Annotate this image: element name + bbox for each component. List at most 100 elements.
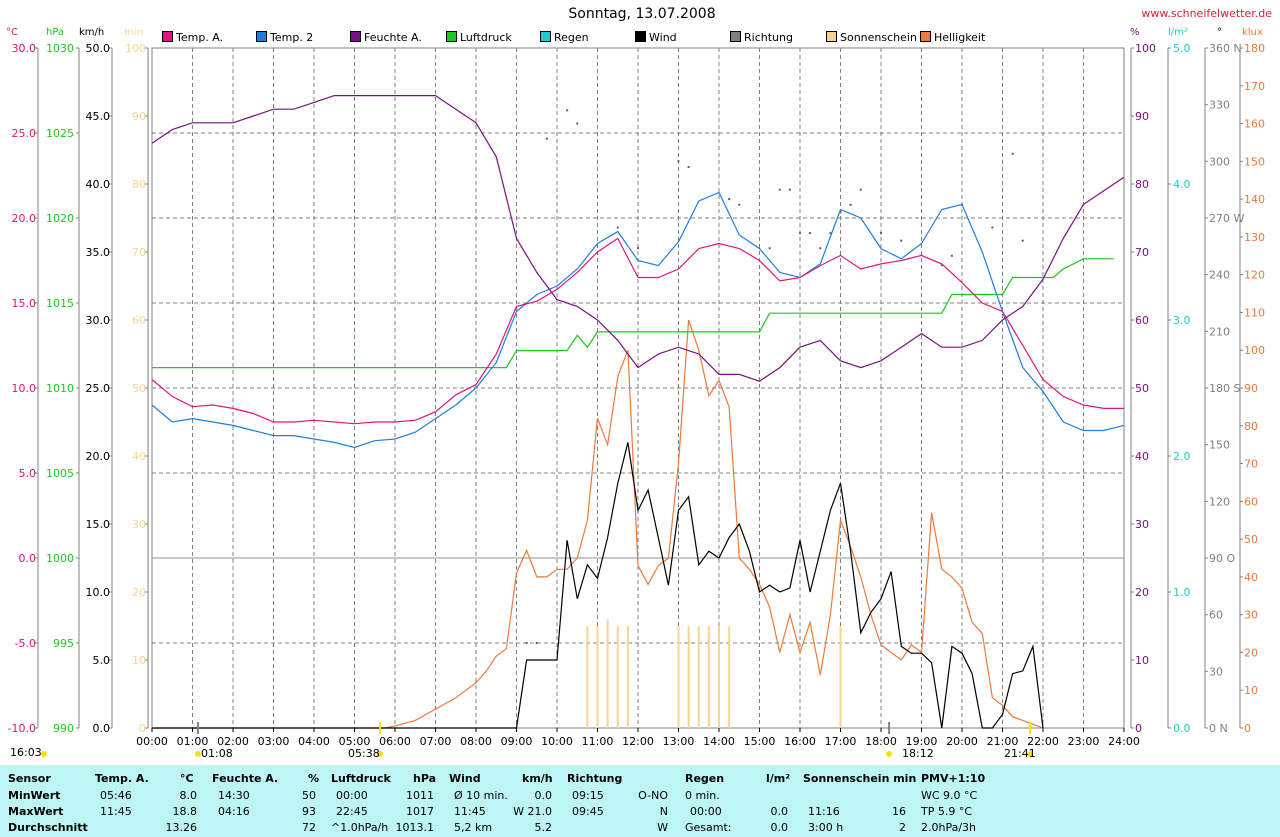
x-tick-label: 09:00	[501, 735, 533, 748]
direction-point	[576, 122, 579, 125]
x-tick-label: 00:00	[136, 735, 168, 748]
stats-row-label: Durchschnitt	[8, 821, 88, 834]
wind-tick-label: 0.0	[93, 722, 111, 735]
direction-point	[940, 264, 943, 267]
wind-tick-label: 40.0	[86, 178, 111, 191]
light-tick-label: 80	[1244, 420, 1258, 433]
stats-cell: 1013.1	[395, 821, 435, 834]
stats-header-temp-unit: °C	[180, 772, 194, 785]
stats-cell: 0.0	[770, 821, 789, 834]
sunset-marker: 21:41	[1004, 747, 1036, 760]
wind-tick-label: 15.0	[86, 518, 111, 531]
legend-item-brightness[interactable]: Helligkeit	[920, 31, 985, 44]
stats-cell: 8.0	[179, 789, 198, 802]
stats-cell: Ø 10 min.	[454, 789, 508, 802]
stats-cell: 09:15	[572, 789, 604, 802]
sun-moon-dot	[377, 751, 384, 757]
wind-tick-label: 10.0	[86, 586, 111, 599]
moonset-marker: 18:12	[902, 747, 934, 760]
legend-item-pressure[interactable]: Luftdruck	[446, 31, 512, 44]
stats-cell: 0.0	[534, 789, 553, 802]
direction-point	[677, 160, 680, 163]
stats-cell: 16	[892, 805, 906, 818]
direction-point	[535, 642, 538, 644]
stats-cell: 22:45	[336, 805, 368, 818]
rain-tick-label: 1.0	[1173, 586, 1191, 599]
stats-cell: 05:46	[100, 789, 132, 802]
rain-tick-label: 3.0	[1173, 314, 1191, 327]
x-tick-label: 14:00	[703, 735, 735, 748]
legend-swatch	[635, 31, 646, 42]
direction-point	[849, 203, 852, 206]
x-tick-label: 10:00	[541, 735, 573, 748]
temp-unit-header: °C	[6, 27, 18, 38]
temp-tick-label: 15.0	[12, 297, 37, 310]
direction-point	[616, 226, 619, 229]
stats-cell: W 21.0	[513, 805, 552, 818]
legend-item-temp-2[interactable]: Temp. 2	[256, 31, 313, 44]
pressure-tick-label: 995	[53, 637, 74, 650]
stats-cell: 00:00	[336, 789, 368, 802]
stats-cell: 2.0hPa/3h	[921, 821, 977, 834]
sun-tick-label: 20	[132, 586, 146, 599]
light-tick-label: 110	[1244, 306, 1265, 319]
direction-point	[900, 239, 903, 242]
stats-cell: TP 5.9 °C	[921, 805, 973, 818]
legend-item-wind[interactable]: Wind	[635, 31, 677, 44]
sun-tick-label: 0	[139, 722, 146, 735]
wind-tick-label: 50.0	[86, 42, 111, 55]
time-marker-left: 16:03	[10, 746, 42, 759]
direction-unit-header: °	[1217, 27, 1222, 38]
light-tick-label: 60	[1244, 495, 1258, 508]
light-tick-label: 140	[1244, 193, 1265, 206]
direction-tick-label: 180 S	[1209, 382, 1240, 395]
x-tick-label: 12:00	[622, 735, 654, 748]
light-tick-label: 20	[1244, 646, 1258, 659]
direction-tick-label: 0 N	[1209, 722, 1228, 735]
x-tick-label: 03:00	[258, 735, 290, 748]
legend-item-sunshine[interactable]: Sonnenschein	[826, 31, 917, 44]
temp-tick-label: 20.0	[12, 212, 37, 225]
temp-tick-label: 0.0	[19, 552, 37, 565]
sunrise-marker: 05:38	[348, 747, 380, 760]
x-tick-label: 08:00	[460, 735, 492, 748]
stats-cell: 93	[302, 805, 316, 818]
rain-tick-label: 4.0	[1173, 178, 1191, 191]
direction-point	[819, 247, 822, 250]
x-tick-label: 04:00	[298, 735, 330, 748]
temp-tick-label: 30.0	[12, 42, 37, 55]
stats-cell: 1011	[406, 789, 434, 802]
light-tick-label: 120	[1244, 269, 1265, 282]
legend-item-humidity[interactable]: Feuchte A.	[350, 31, 422, 44]
sun-tick-label: 80	[132, 178, 146, 191]
legend-swatch	[920, 31, 931, 42]
sun-moon-dot	[41, 751, 47, 757]
stats-cell: 2	[899, 821, 906, 834]
rain-tick-label: 0.0	[1173, 722, 1191, 735]
legend-item-rain[interactable]: Regen	[540, 31, 589, 44]
pressure-tick-label: 1025	[46, 127, 74, 140]
pressure-tick-label: 1000	[46, 552, 74, 565]
stats-cell: 1017	[406, 805, 434, 818]
x-tick-label: 22:00	[1027, 735, 1059, 748]
legend-swatch	[256, 31, 267, 42]
sun-moon-dot	[886, 751, 893, 757]
legend-item-temp-a[interactable]: Temp. A.	[162, 31, 223, 44]
stats-header-direction: Richtung	[567, 772, 623, 785]
x-tick-label: 06:00	[379, 735, 411, 748]
stats-cell: 14:30	[218, 789, 250, 802]
stats-cell: 0 min.	[685, 789, 720, 802]
humidity-tick-label: 100	[1135, 42, 1156, 55]
light-tick-label: 130	[1244, 231, 1265, 244]
x-tick-label: 18:00	[865, 735, 897, 748]
pressure-line	[152, 258, 1114, 369]
temp-a-line	[151, 237, 1124, 425]
humidity-tick-label: 40	[1135, 450, 1149, 463]
stats-cell: 04:16	[218, 805, 250, 818]
light-tick-label: 40	[1244, 571, 1258, 584]
light-tick-label: 70	[1244, 458, 1258, 471]
site-link[interactable]: www.schneifelwetter.de	[1141, 7, 1272, 20]
legend-item-direction[interactable]: Richtung	[730, 31, 793, 44]
direction-point	[809, 232, 812, 235]
direction-tick-label: 60	[1209, 609, 1223, 622]
